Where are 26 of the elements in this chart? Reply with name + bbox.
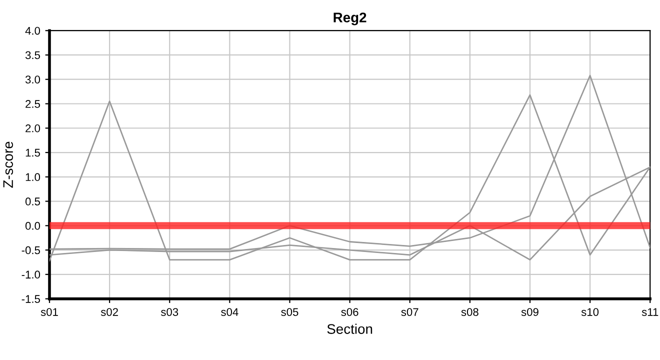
- y-tick-label: 2.5: [26, 100, 40, 108]
- y-tick-label: -0.5: [22, 246, 40, 254]
- x-tick-label: s11: [642, 308, 658, 316]
- y-tick-label: -1.0: [22, 270, 40, 279]
- x-tick-label: s03: [160, 308, 178, 316]
- y-tick-label: 1.5: [26, 148, 40, 157]
- y-tick-label: -1.5: [22, 295, 40, 303]
- chart-title: Reg2: [334, 12, 366, 26]
- x-tick-label: s04: [221, 308, 238, 316]
- x-tick-label: s05: [281, 308, 298, 316]
- x-tick-label: s01: [40, 308, 58, 316]
- x-tick-label: s07: [401, 308, 418, 316]
- y-tick-label: 0.0: [25, 222, 40, 230]
- x-tick-label: s06: [341, 308, 358, 316]
- y-tick-label: 3.5: [25, 51, 40, 60]
- x-axis-title: Section: [327, 324, 372, 334]
- x-tick-label: s09: [521, 308, 538, 316]
- y-tick-label: 1.0: [26, 173, 40, 182]
- y-tick-label: 0.5: [25, 198, 40, 206]
- y-axis-title: Z-score: [3, 142, 14, 188]
- x-tick-label: s10: [581, 308, 599, 316]
- y-tick-label: 4.0: [25, 26, 40, 35]
- x-tick-label: s02: [100, 308, 118, 316]
- y-tick-label: 3.0: [25, 76, 40, 84]
- y-tick-label: 2.0: [26, 124, 40, 132]
- x-tick-label: s08: [461, 308, 478, 316]
